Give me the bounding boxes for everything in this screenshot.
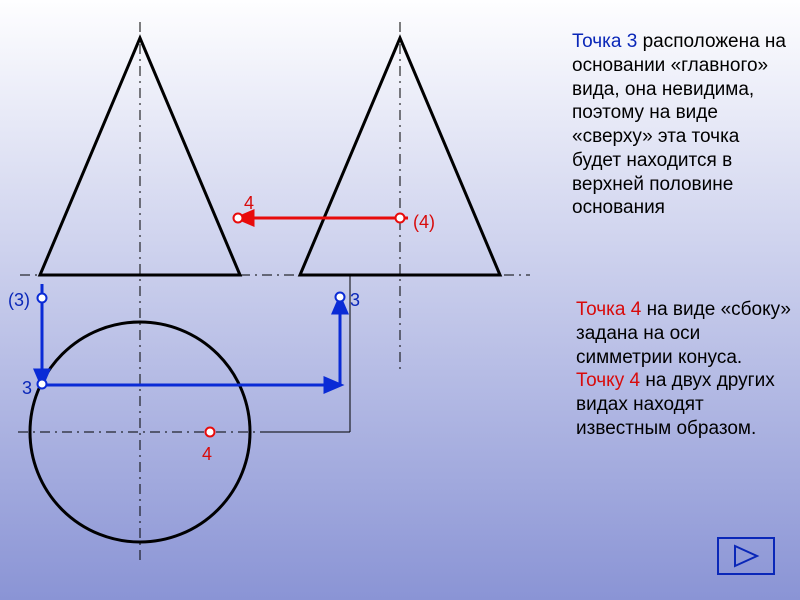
point-label-l3_paren: (3) (8, 290, 30, 311)
point-label-l4_main: 4 (244, 193, 254, 214)
play-icon (731, 544, 761, 568)
projection-diagram (0, 0, 560, 600)
point-label-l4_top: 4 (202, 444, 212, 465)
point-label-l3_top: 3 (22, 378, 32, 399)
point4-name: Точка 4 (576, 299, 641, 320)
point3-name: Точка 3 (572, 31, 637, 52)
point-label-l4_side: (4) (413, 212, 435, 233)
next-button[interactable] (717, 537, 775, 575)
point-label-l3_side: 3 (350, 290, 360, 311)
description-point-4: Точка 4 на виде «сбоку» задана на оси си… (576, 298, 791, 441)
description-point-3: Точка 3 расположена на основании «главно… (572, 30, 787, 220)
point3-desc: расположена на основании «главного» вида… (572, 31, 786, 218)
